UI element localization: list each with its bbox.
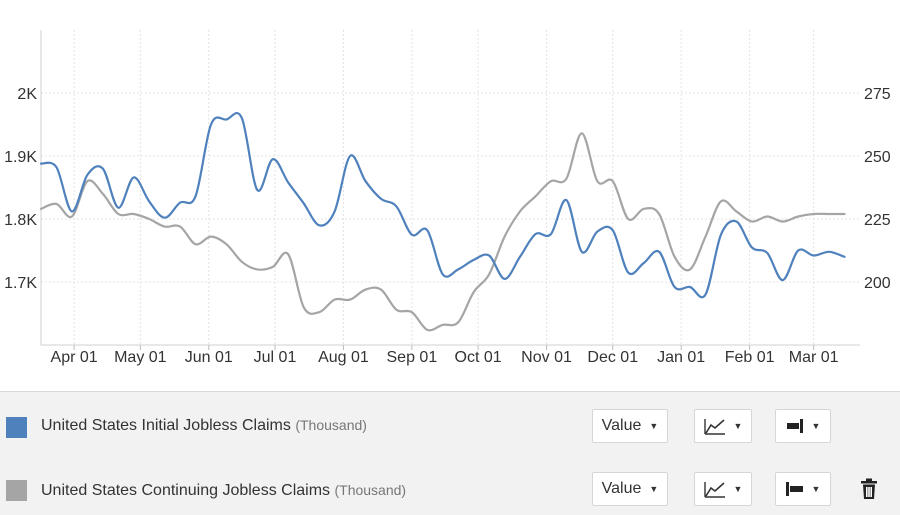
series-name: United States Continuing Jobless Claims [41, 482, 331, 499]
value-dropdown[interactable]: Value ▼ [592, 472, 668, 506]
x-tick-label: Jun 01 [185, 349, 233, 366]
axis-left-icon [785, 482, 803, 496]
series-color-swatch[interactable] [6, 480, 27, 501]
y-left-tick-label: 2K [17, 86, 37, 103]
x-tick-label: Feb 01 [725, 349, 775, 366]
y-left-tick-label: 1.8K [4, 212, 37, 229]
continuing-claims-line [39, 132, 846, 332]
chart-type-dropdown[interactable]: ▼ [694, 472, 752, 506]
value-dropdown-label: Value [601, 417, 642, 434]
axis-position-dropdown[interactable]: ▼ [775, 472, 831, 506]
value-dropdown-label: Value [601, 480, 642, 497]
x-tick-label: Jul 01 [254, 349, 297, 366]
series-unit: (Thousand) [334, 482, 407, 498]
x-tick-label: Sep 01 [387, 349, 438, 366]
legend-row-initial-claims: United States Initial Jobless Claims (Th… [0, 402, 900, 452]
series-label: United States Initial Jobless Claims (Th… [41, 417, 367, 435]
y-right-tick-label: 200 [864, 275, 891, 292]
y-left-tick-label: 1.9K [4, 149, 37, 166]
line-chart: Apr 01 May 01 Jun 01 Jul 01 Aug 01 Sep 01 Oct … [4, 30, 891, 366]
y-right-tick-label: 275 [864, 86, 891, 103]
x-tick-label: Mar 01 [789, 349, 839, 366]
legend-panel: United States Initial Jobless Claims (Th… [0, 391, 900, 515]
chart-type-dropdown[interactable]: ▼ [694, 409, 752, 443]
y-right-tick-label: 225 [864, 212, 891, 229]
x-tick-label: Nov 01 [521, 349, 572, 366]
axis-position-dropdown[interactable]: ▼ [775, 409, 831, 443]
caret-down-icon: ▼ [733, 484, 743, 494]
legend-row-continuing-claims: United States Continuing Jobless Claims … [0, 465, 900, 515]
series-name: United States Initial Jobless Claims [41, 417, 291, 434]
y-left-tick-label: 1.7K [4, 275, 37, 292]
line-chart-icon [703, 419, 725, 435]
caret-down-icon: ▼ [733, 421, 743, 431]
caret-down-icon: ▼ [811, 484, 821, 494]
delete-series-button[interactable] [860, 478, 880, 502]
x-tick-label: May 01 [114, 349, 167, 366]
value-dropdown[interactable]: Value ▼ [592, 409, 668, 443]
series-unit: (Thousand) [295, 417, 367, 433]
x-tick-label: Oct 01 [455, 349, 502, 366]
caret-down-icon: ▼ [811, 421, 821, 431]
x-tick-label: Aug 01 [318, 349, 369, 366]
trash-icon [861, 478, 877, 499]
initial-claims-line [39, 112, 846, 299]
x-tick-label: Jan 01 [657, 349, 705, 366]
series-label: United States Continuing Jobless Claims … [41, 482, 406, 500]
chart-area: Apr 01 May 01 Jun 01 Jul 01 Aug 01 Sep 01 Oct … [4, 30, 891, 366]
caret-down-icon: ▼ [649, 421, 659, 431]
y-right-tick-label: 250 [864, 149, 891, 166]
line-chart-icon [703, 482, 725, 498]
x-tick-label: Dec 01 [587, 349, 638, 366]
caret-down-icon: ▼ [649, 484, 659, 494]
series-color-swatch[interactable] [6, 417, 27, 438]
x-tick-label: Apr 01 [51, 349, 98, 366]
axis-right-icon [786, 419, 803, 433]
plot-background [41, 30, 860, 345]
